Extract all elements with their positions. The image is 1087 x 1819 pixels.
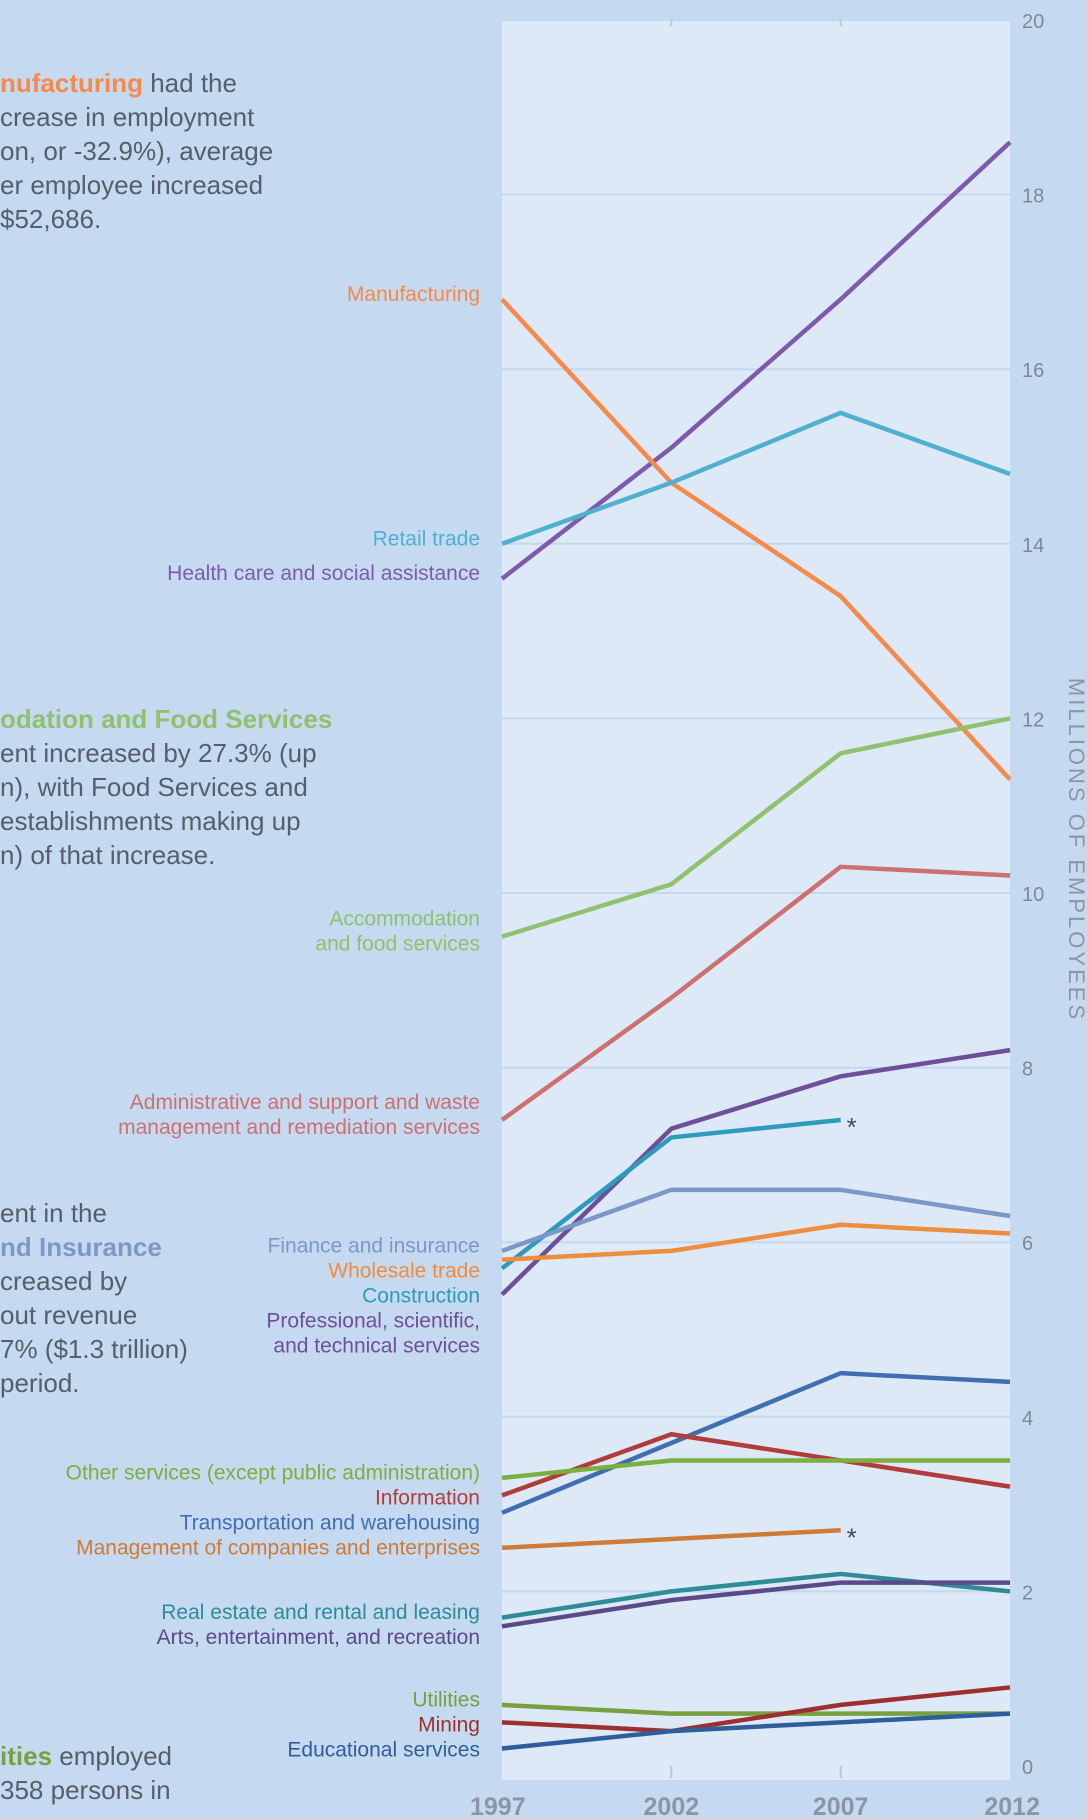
y-tick-label: 8: [1022, 1059, 1033, 1081]
series-label-accommodation-and-food-services: and food services: [315, 933, 480, 956]
annotation-heading-line: nufacturing had the: [0, 66, 273, 100]
series-label-management-of-companies-and-enterprises: Management of companies and enterprises: [76, 1536, 480, 1559]
annotation-line: n) of that increase.: [0, 840, 216, 870]
series-label-administrative-and-support-and-waste-management-and-remediation-services: management and remediation services: [118, 1116, 480, 1139]
annotation-text: employed: [52, 1741, 172, 1771]
series-labels: Manufacturing Retail trade Health care and…: [66, 283, 480, 1762]
annotation-highlight: ities: [0, 1741, 53, 1771]
annotation-line: creased by: [0, 1266, 128, 1296]
x-tick-label: 2012: [984, 1793, 1040, 1819]
series-label-retail-trade: Retail trade: [373, 527, 480, 550]
series-label-wholesale-trade: Wholesale trade: [328, 1259, 480, 1282]
end-markers: **: [847, 1112, 857, 1552]
series-label-real-estate-and-rental-and-leasing: Real estate and rental and leasing: [161, 1601, 480, 1624]
annotation-text: had the: [143, 68, 237, 98]
annotation-line: ent in the: [0, 1198, 107, 1228]
series-label-administrative-and-support-and-waste-management-and-remediation-services: Administrative and support and waste: [130, 1091, 480, 1114]
annotation-heading-line: odation and Food Services: [0, 702, 332, 736]
series-label-transportation-and-warehousing: Transportation and warehousing: [180, 1511, 480, 1534]
series-line-manufacturing: [500, 297, 1012, 782]
annotation-line: period.: [0, 1368, 80, 1398]
annotation-line: $52,686.: [0, 204, 102, 234]
annotation-line: out revenue: [0, 1300, 138, 1330]
plot-area: [502, 20, 1010, 1780]
series-line-retail-trade: [501, 410, 1011, 546]
annotation-highlight: nd Insurance: [0, 1232, 162, 1262]
annotation-line: ent increased by 27.3% (up: [0, 738, 317, 768]
series-label-finance-and-insurance: Finance and insurance: [268, 1234, 480, 1257]
series-label-arts-entertainment-and-recreation: Arts, entertainment, and recreation: [157, 1626, 480, 1649]
series-label-utilities: Utilities: [412, 1688, 480, 1711]
y-tick-label: 18: [1022, 186, 1044, 208]
series-line-utilities: [501, 1702, 1010, 1716]
series-line-management-of-companies-and-enterprises: [501, 1528, 841, 1550]
series-label-construction: Construction: [362, 1284, 480, 1307]
end-marker-asterisk: *: [847, 1112, 857, 1142]
annotation-block: nufacturing had the crease in employment o…: [0, 66, 273, 236]
y-tick-label: 2: [1022, 1582, 1033, 1604]
y-tick-label: 12: [1022, 709, 1044, 731]
y-tick-label: 10: [1022, 884, 1044, 906]
annotation-line: establishments making up: [0, 806, 301, 836]
series-line-construction: [500, 1117, 841, 1271]
y-axis-tick-labels: 0 2 4 6 8 10 12 14 16 18 20: [1022, 11, 1044, 1779]
x-axis-tick-labels: 1997 2002 2007 2012: [470, 1793, 1040, 1819]
y-tick-label: 16: [1022, 360, 1044, 382]
x-tick-label: 1997: [470, 1793, 526, 1819]
series-line-administrative-and-support-and-waste-management-and-remediation-services: [500, 864, 1011, 1122]
series-line-information: [501, 1432, 1011, 1498]
annotation-block: ities employed 358 persons in: [0, 1739, 172, 1807]
annotation-line: 7% ($1.3 trillion): [0, 1334, 188, 1364]
y-tick-label: 20: [1022, 11, 1044, 33]
annotation-heading-line: ities employed: [0, 1739, 172, 1773]
series-line-transportation-and-warehousing: [501, 1370, 1011, 1515]
annotation-line: er employee increased: [0, 170, 264, 200]
series-label-educational-services: Educational services: [287, 1738, 480, 1761]
series-label-accommodation-and-food-services: Accommodation: [329, 908, 480, 931]
x-tick-label: 2007: [813, 1793, 869, 1819]
annotation-block: odation and Food Services ent increased b…: [0, 702, 332, 872]
end-marker-asterisk: *: [847, 1522, 857, 1552]
series-line-other-services-except-public-administration: [501, 1458, 1010, 1481]
annotation-line: crease in employment: [0, 102, 255, 132]
series-line-wholesale-trade: [501, 1222, 1011, 1262]
series-line-professional-scientific-and-technical-services: [500, 1047, 1011, 1297]
annotation-line: 358 persons in: [0, 1775, 171, 1805]
series-label-health-care-and-social-assistance: Health care and social assistance: [167, 562, 480, 585]
series-line-educational-services: [501, 1711, 1011, 1751]
series-line-mining: [501, 1685, 1011, 1734]
annotation-line: n), with Food Services and: [0, 772, 308, 802]
annotation-highlight: odation and Food Services: [0, 704, 333, 734]
y-tick-label: 0: [1022, 1757, 1033, 1779]
series-label-information: Information: [375, 1486, 480, 1509]
annotation-heading-line: nd Insurance: [0, 1230, 188, 1264]
series-label-mining: Mining: [418, 1713, 480, 1736]
series-line-arts-entertainment-and-recreation: [501, 1580, 1010, 1629]
y-tick-label: 4: [1022, 1408, 1033, 1430]
annotation-block: ent in the nd Insurance creased by out reve…: [0, 1196, 188, 1400]
annotation-highlight: nufacturing: [0, 68, 143, 98]
y-tick-label: 14: [1022, 535, 1044, 557]
series-label-professional-scientific-and-technical-services: and technical services: [273, 1334, 480, 1357]
series-line-finance-and-insurance: [501, 1187, 1011, 1254]
y-tick-label: 6: [1022, 1233, 1033, 1255]
series-label-manufacturing: Manufacturing: [347, 283, 480, 306]
x-tick-label: 2002: [644, 1793, 700, 1819]
series-label-professional-scientific-and-technical-services: Professional, scientific,: [266, 1309, 480, 1332]
series-line-accommodation-and-food-services: [501, 716, 1011, 939]
x-axis-ticks: [670, 20, 842, 1778]
gridlines: [502, 19, 1010, 1593]
annotation-line: on, or -32.9%), average: [0, 136, 274, 166]
series-lines: [500, 140, 1012, 1751]
series-label-other-services-except-public-administration: Other services (except public administra…: [66, 1461, 480, 1484]
y-axis-title: MILLIONS OF EMPLOYEES: [1064, 678, 1087, 1022]
